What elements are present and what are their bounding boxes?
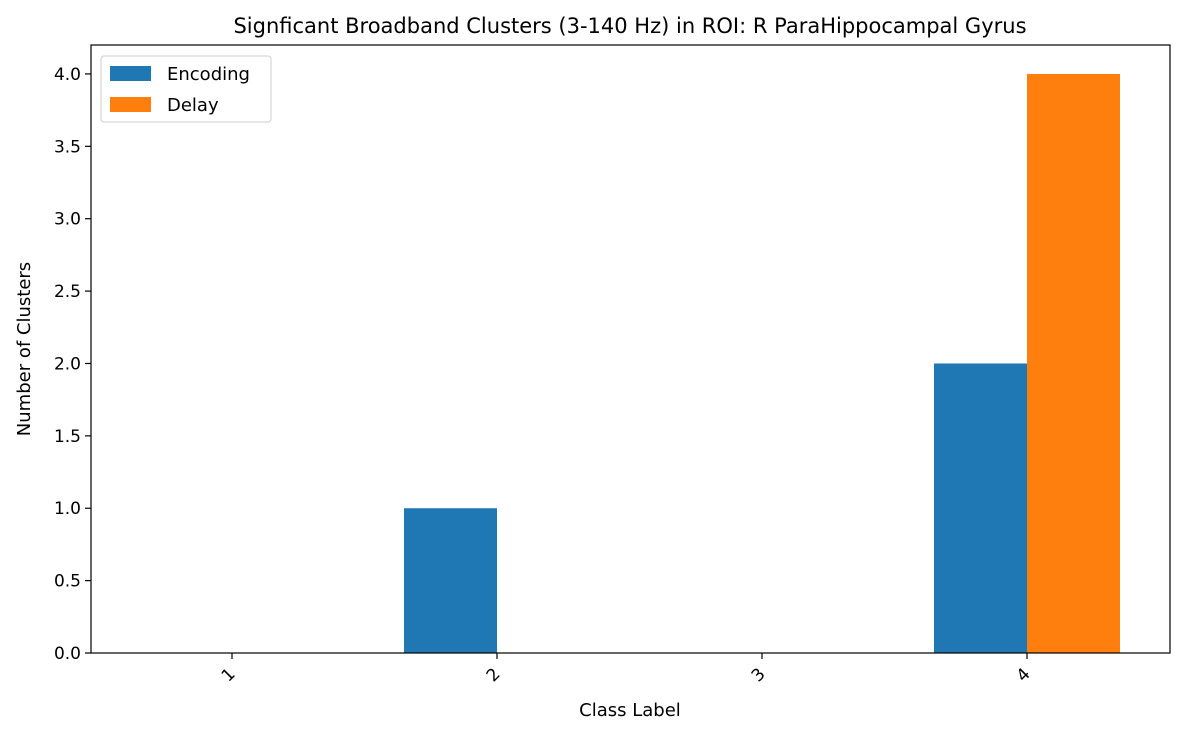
bar-delay-4 — [1027, 73, 1120, 653]
legend-label-delay: Delay — [167, 95, 219, 116]
x-axis: 1 2 3 4 — [218, 653, 1035, 686]
y-tick-label: 2.0 — [54, 354, 81, 374]
plot-frame — [90, 44, 1171, 654]
legend-label-encoding: Encoding — [167, 64, 250, 85]
legend-swatch-delay — [110, 97, 151, 112]
x-tick-label: 3 — [748, 664, 770, 686]
y-tick-label: 1.0 — [54, 499, 81, 519]
y-tick-label: 1.5 — [54, 427, 81, 447]
legend: Encoding Delay — [100, 55, 272, 123]
bar-encoding-4 — [934, 363, 1027, 653]
bars-layer — [404, 73, 1120, 653]
y-tick-label: 3.0 — [54, 210, 81, 230]
y-tick-label: 3.5 — [54, 137, 81, 157]
bar-encoding-2 — [404, 508, 497, 653]
chart-title: Signficant Broadband Clusters (3-140 Hz)… — [233, 14, 1026, 38]
x-tick-label: 4 — [1013, 664, 1035, 686]
y-tick-label: 4.0 — [54, 65, 81, 85]
y-tick-label: 2.5 — [54, 282, 81, 302]
x-axis-label: Class Label — [579, 700, 681, 721]
legend-swatch-encoding — [110, 66, 151, 81]
y-tick-label: 0.5 — [54, 572, 81, 592]
x-tick-label: 2 — [483, 664, 505, 686]
y-tick-label: 0.0 — [54, 644, 81, 664]
y-axis-label: Number of Clusters — [14, 262, 35, 436]
y-axis: 0.0 0.5 1.0 1.5 2.0 2.5 3.0 3.5 4.0 — [54, 65, 91, 664]
x-tick-label: 1 — [218, 664, 240, 686]
